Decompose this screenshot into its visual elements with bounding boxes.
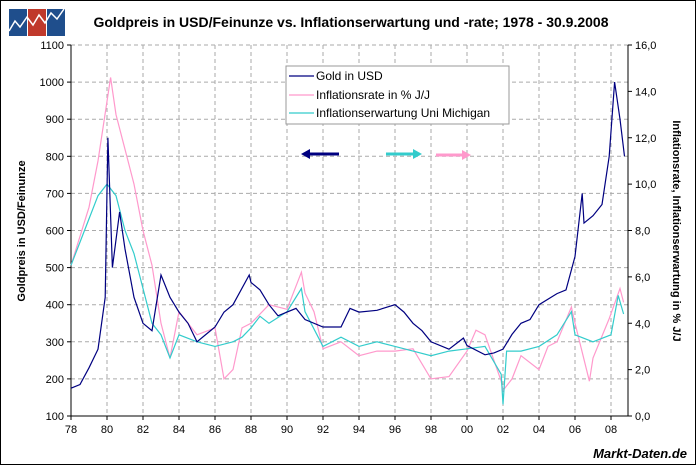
source-label: Markt-Daten.de [593, 446, 687, 461]
tick-label-left: 900 [46, 114, 64, 126]
legend-erwartung: Inflationserwartung Uni Michigan [316, 106, 490, 120]
tick-label-x: 90 [281, 424, 293, 436]
legend: Gold in USD Inflationsrate in % J/J Infl… [285, 65, 510, 125]
axis-arrows [301, 149, 471, 160]
tick-label-x: 94 [353, 424, 365, 436]
chart-title: Goldpreis in USD/Feinunze vs. Inflations… [93, 14, 608, 30]
tick-label-left: 1100 [40, 40, 64, 52]
series-line-2 [70, 183, 625, 405]
tick-label-right: 0,0 [635, 411, 650, 423]
y-axis-right-label: Inflationsrate, Inflationserwartung in %… [670, 120, 682, 341]
tick-label-x: 86 [209, 424, 221, 436]
tick-label-x: 96 [389, 424, 401, 436]
tick-label-right: 12,0 [635, 133, 656, 145]
y-axis-left-label: Goldpreis in USD/Feinunze [16, 160, 28, 301]
tick-label-right: 2,0 [635, 365, 650, 377]
tick-label-x: 06 [569, 424, 581, 436]
grid [71, 44, 628, 416]
tick-label-x: 08 [605, 424, 617, 436]
tick-label-x: 88 [245, 424, 257, 436]
tick-label-x: 84 [173, 424, 185, 436]
legend-gold: Gold in USD [316, 69, 383, 83]
tick-label-x: 92 [317, 424, 329, 436]
tick-label-left: 100 [46, 411, 64, 423]
tick-label-x: 00 [461, 424, 473, 436]
axes: 100 200 300 400 500 600 700 800 900 1000 1100 0,0 2,… [40, 40, 657, 436]
series-line-1 [70, 77, 625, 392]
series-lines [70, 77, 626, 405]
legend-inflationsrate: Inflationsrate in % J/J [316, 88, 430, 102]
series-line-0 [70, 82, 626, 389]
tick-label-left: 400 [46, 300, 64, 312]
tick-label-left: 1000 [40, 77, 64, 89]
tick-label-x: 82 [137, 424, 149, 436]
tick-label-x: 80 [101, 424, 113, 436]
tick-label-right: 6,0 [635, 272, 650, 284]
tick-label-left: 300 [46, 337, 64, 349]
tick-label-right: 14,0 [635, 86, 656, 98]
tick-label-left: 500 [46, 263, 64, 275]
tick-label-right: 16,0 [635, 40, 656, 52]
tick-label-right: 4,0 [635, 318, 650, 330]
tick-label-x: 78 [65, 424, 77, 436]
tick-label-x: 98 [425, 424, 437, 436]
tick-label-left: 800 [46, 151, 64, 163]
tick-label-left: 200 [46, 374, 64, 386]
tick-label-right: 8,0 [635, 226, 650, 238]
tick-label-left: 700 [46, 188, 64, 200]
tick-label-left: 600 [46, 226, 64, 238]
tick-label-x: 04 [533, 424, 545, 436]
logo [8, 8, 65, 36]
tick-label-right: 10,0 [635, 179, 656, 191]
tick-label-x: 02 [497, 424, 509, 436]
